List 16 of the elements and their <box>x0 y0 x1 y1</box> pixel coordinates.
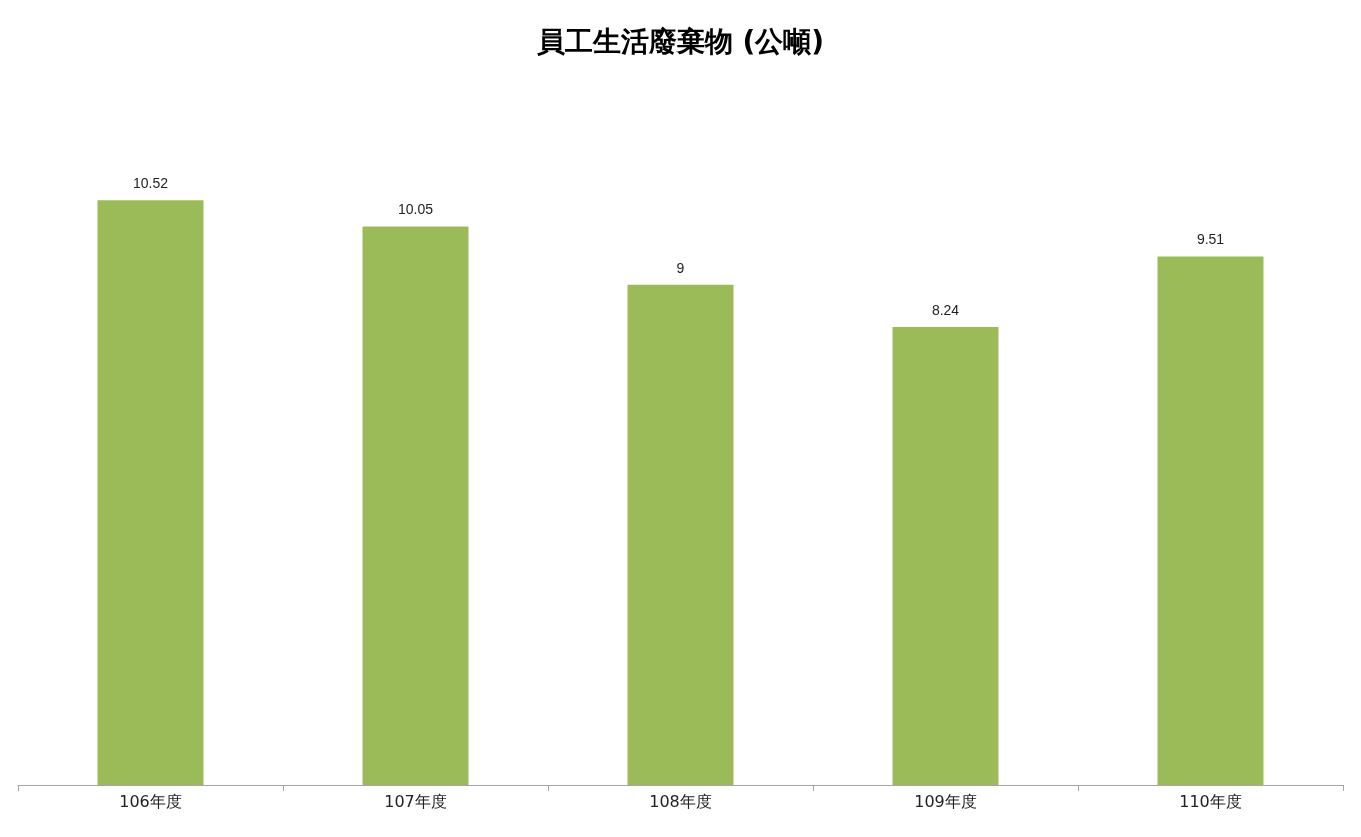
bar <box>892 326 999 785</box>
x-tick-label: 110年度 <box>1179 791 1242 811</box>
data-label: 10.52 <box>132 175 169 192</box>
bar <box>97 200 204 785</box>
x-tick-label: 109年度 <box>914 791 977 811</box>
data-label: 9 <box>676 259 685 276</box>
x-tick-label: 107年度 <box>384 791 447 811</box>
bar <box>627 284 734 785</box>
data-label: 10.05 <box>397 201 434 218</box>
chart-title: 員工生活廢棄物 (公噸) <box>536 24 825 58</box>
x-tick-label: 106年度 <box>119 791 182 811</box>
data-label: 9.51 <box>1196 231 1225 248</box>
bar <box>362 226 469 785</box>
x-tick-label: 108年度 <box>649 791 712 811</box>
bar <box>1157 256 1264 785</box>
data-label: 8.24 <box>931 301 960 318</box>
